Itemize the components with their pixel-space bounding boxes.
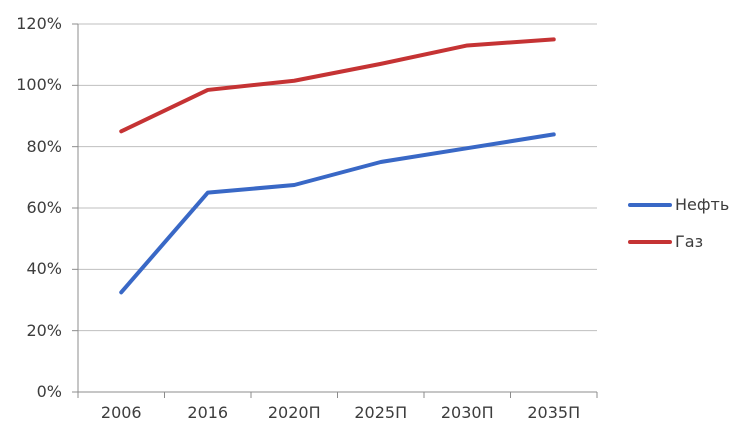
x-axis-label: 2035П [527, 403, 581, 422]
x-axis-label: 2006 [100, 403, 142, 422]
series-line-oil [119, 132, 556, 295]
legend-label: Нефть [675, 195, 730, 214]
x-axis-label: 2025П [354, 403, 408, 422]
y-axis-label: 120% [16, 14, 62, 33]
x-axis-label: 2016 [187, 403, 229, 422]
y-axis-label: 60% [26, 198, 62, 217]
series-line-gas [119, 37, 556, 134]
y-axis-label: 40% [26, 259, 62, 279]
legend: Нефть Газ [628, 186, 729, 260]
legend-swatch-gas [628, 239, 672, 244]
legend-item-gas: Газ [628, 223, 729, 260]
legend-item-oil: Нефть [628, 186, 729, 223]
legend-swatch-oil [628, 202, 672, 207]
y-axis-label: 80% [26, 136, 62, 156]
legend-label: Газ [675, 232, 704, 251]
y-axis-label: 100% [16, 75, 62, 95]
y-axis-label: 20% [26, 320, 62, 340]
x-axis-label: 2030П [440, 403, 494, 422]
y-axis-label: 0% [36, 382, 62, 401]
x-axis-label: 2020П [267, 403, 321, 422]
